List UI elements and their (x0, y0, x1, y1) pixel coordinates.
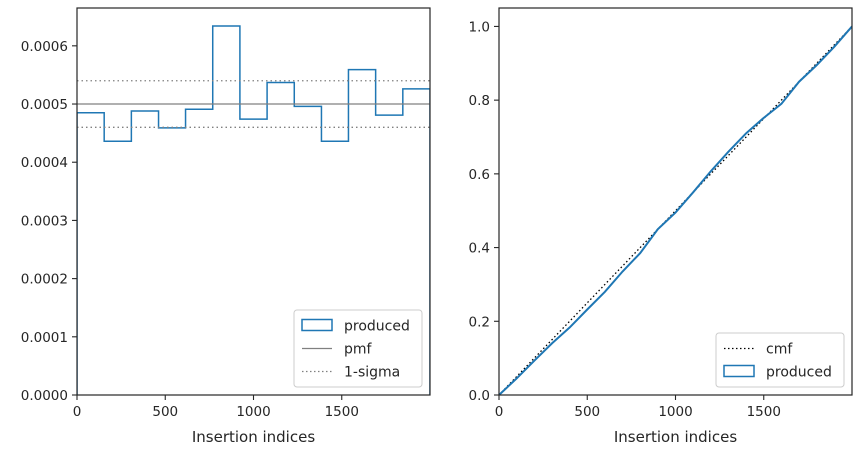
y-tick-label: 0.4 (469, 241, 490, 257)
y-tick-label: 0.0006 (21, 39, 68, 55)
legend-box (715, 332, 845, 388)
y-tick-label: 0.0000 (21, 388, 68, 404)
y-tick-label: 0.0005 (21, 97, 68, 113)
legend-label: cmf (766, 342, 793, 358)
legend-box (293, 309, 423, 388)
x-tick-label: 1000 (658, 404, 692, 420)
x-tick-label: 1500 (747, 404, 781, 420)
chart-panel-1: 0 500 1000 1500 0.0000 0.0001 0.0002 0.0003 0.00… (21, 7, 431, 446)
chart-panel-2: 0 500 1000 1500 0.0 0.2 0.4 0.6 0.8 1.0 Insertion … (469, 7, 853, 446)
plot-area (499, 25, 852, 395)
x-tick-label: 1000 (236, 404, 270, 420)
x-tick-label: 0 (495, 404, 504, 420)
x-tick-label: 500 (152, 404, 178, 420)
legend-swatch (301, 318, 333, 332)
x-tick-label: 500 (574, 404, 600, 420)
legend-item: produced (301, 318, 410, 335)
y-tick-label: 0.2 (469, 314, 490, 330)
series-produced-line (499, 25, 852, 395)
legend: cmf produced (715, 332, 845, 388)
y-tick-label: 1.0 (469, 19, 490, 35)
y-tick-label: 0.0002 (21, 272, 68, 288)
legend-item: 1-sigma (302, 365, 400, 381)
series-produced-step (77, 25, 430, 395)
y-tick-label: 0.0001 (21, 330, 68, 346)
legend: produced pmf 1-sigma (293, 309, 423, 388)
x-axis-label: Insertion indices (614, 428, 737, 446)
y-tick-label: 0.0003 (21, 213, 68, 229)
y-tick-label: 0.0 (469, 388, 490, 404)
legend-item: produced (723, 364, 832, 381)
legend-label: 1-sigma (344, 365, 400, 381)
y-tick-label: 0.0004 (21, 155, 68, 171)
x-axis-label: Insertion indices (192, 428, 315, 446)
legend-label: produced (766, 365, 832, 381)
legend-swatch (723, 364, 755, 378)
legend-item: cmf (724, 342, 793, 358)
legend-label: produced (344, 319, 410, 335)
x-tick-label: 1500 (325, 404, 359, 420)
y-tick-label: 0.6 (469, 167, 490, 183)
legend-label: pmf (344, 342, 373, 358)
x-tick-label: 0 (73, 404, 82, 420)
y-tick-label: 0.8 (469, 93, 490, 109)
legend-item: pmf (302, 342, 373, 358)
plot-area (77, 25, 430, 395)
